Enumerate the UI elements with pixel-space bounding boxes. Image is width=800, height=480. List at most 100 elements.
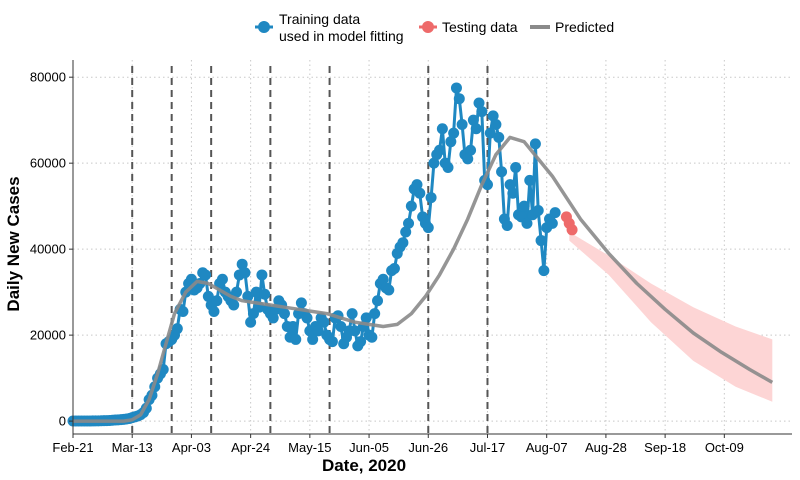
axes [72, 60, 792, 435]
training-point [177, 305, 189, 317]
training-point [216, 273, 228, 285]
training-point [360, 312, 372, 324]
x-tick-label: Mar-13 [112, 440, 153, 455]
training-point [211, 295, 223, 307]
training-point [425, 192, 437, 204]
testing-point [566, 224, 578, 236]
training-point [200, 269, 212, 281]
training-point [236, 258, 248, 270]
training-point [295, 297, 307, 309]
x-tick-label: Jul-17 [470, 440, 505, 455]
legend-testing-marker [422, 21, 434, 33]
x-tick-label: Apr-03 [172, 440, 211, 455]
training-point [397, 237, 409, 249]
training-point [335, 321, 347, 333]
x-tick-label: May-15 [288, 440, 331, 455]
training-point [318, 316, 330, 328]
y-axis-title: Daily New Cases [4, 176, 23, 311]
training-point [301, 312, 313, 324]
legend-testing-label: Testing data [442, 19, 518, 35]
training-point [436, 123, 448, 135]
training-point [171, 323, 183, 335]
training-series [67, 82, 561, 427]
y-tick-label: 80000 [30, 70, 66, 85]
training-point [549, 207, 561, 219]
training-point [493, 131, 505, 143]
training-point [448, 127, 460, 139]
y-tick-label: 0 [59, 414, 66, 429]
training-point [403, 217, 415, 229]
training-point [290, 333, 302, 345]
training-point [256, 269, 268, 281]
training-point [239, 267, 251, 279]
x-tick-label: Jun-26 [408, 440, 448, 455]
x-axis-ticks: Feb-21 Mar-13 Apr-03 Apr-24 May-15 Jun-05 Jun-… [52, 434, 744, 455]
training-point [453, 93, 465, 105]
training-point [467, 114, 479, 126]
x-tick-label: Aug-28 [585, 440, 627, 455]
training-point [372, 295, 384, 307]
training-point [535, 235, 547, 247]
training-point [462, 153, 474, 165]
training-point [496, 166, 508, 178]
training-point [546, 217, 558, 229]
training-point [287, 321, 299, 333]
x-tick-label: Oct-09 [705, 440, 744, 455]
x-axis-title: Date, 2020 [322, 456, 406, 475]
training-point [456, 118, 468, 130]
prediction-band-area [569, 232, 773, 402]
training-point [465, 144, 477, 156]
legend-training-label-line2: used in model fitting [279, 28, 404, 44]
training-point [388, 262, 400, 274]
predicted-series [73, 135, 774, 423]
training-point [405, 200, 417, 212]
training-point [504, 179, 516, 191]
training-point [470, 123, 482, 135]
gridlines [72, 60, 792, 434]
training-point [377, 273, 389, 285]
intervention-lines [131, 66, 489, 434]
training-point [355, 336, 367, 348]
x-tick-label: Feb-21 [52, 440, 93, 455]
training-point [521, 217, 533, 229]
x-tick-label: Jun-05 [349, 440, 389, 455]
training-point [366, 331, 378, 343]
legend: Training data used in model fitting Test… [255, 11, 614, 44]
training-point [524, 174, 536, 186]
training-point [445, 136, 457, 148]
x-tick-label: Apr-24 [231, 440, 270, 455]
training-point [278, 308, 290, 320]
legend-predicted-label: Predicted [555, 19, 614, 35]
prediction-band [569, 232, 773, 402]
training-point [538, 265, 550, 277]
training-point [473, 97, 485, 109]
training-point [383, 284, 395, 296]
testing-series [560, 211, 578, 236]
training-point [202, 290, 214, 302]
training-point [346, 308, 358, 320]
training-point [326, 336, 338, 348]
y-axis-ticks: 0 20000 40000 60000 80000 [30, 70, 73, 429]
training-point [476, 106, 488, 118]
training-point [312, 325, 324, 337]
training-point [501, 220, 513, 232]
training-point [484, 127, 496, 139]
y-tick-label: 20000 [30, 328, 66, 343]
training-point [450, 82, 462, 94]
training-point [434, 144, 446, 156]
legend-training-label: Training data [279, 11, 360, 27]
training-point [250, 286, 262, 298]
y-tick-label: 60000 [30, 156, 66, 171]
training-point [242, 290, 254, 302]
training-point [510, 161, 522, 173]
training-point [532, 204, 544, 216]
training-point [529, 138, 541, 150]
training-point [490, 118, 502, 130]
training-point [228, 299, 240, 311]
training-point [518, 200, 530, 212]
x-tick-label: Aug-07 [526, 440, 568, 455]
predicted-line [73, 135, 774, 423]
training-point [259, 288, 271, 300]
training-point [245, 316, 257, 328]
